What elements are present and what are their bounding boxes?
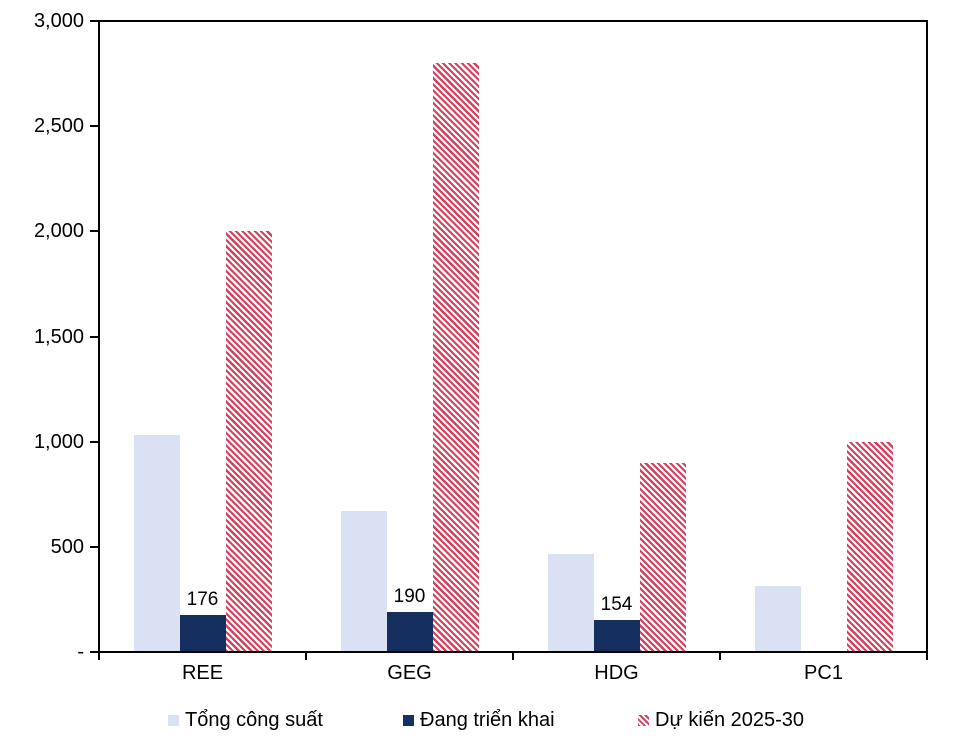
bar-REE-series1 bbox=[133, 435, 180, 652]
y-tick-label-500: 500 bbox=[50, 535, 84, 558]
y-tick-mark bbox=[90, 545, 99, 548]
bar-PC1-series3 bbox=[846, 441, 893, 652]
x-axis-label-HDG: HDG bbox=[594, 662, 639, 684]
legend-label: Tổng công suất bbox=[185, 709, 323, 731]
x-tick-mark bbox=[305, 652, 307, 660]
bar-HDG-series2 bbox=[593, 619, 640, 652]
x-axis-label-GEG: GEG bbox=[387, 662, 432, 684]
y-tick-label-1000: 1,000 bbox=[33, 430, 84, 453]
bar-GEG-series1 bbox=[340, 511, 387, 652]
x-tick-mark bbox=[512, 652, 514, 660]
x-axis-label-REE: REE bbox=[181, 662, 224, 684]
plot-area-frame bbox=[98, 20, 928, 653]
legend-entry-series1: Tổng công suất bbox=[168, 708, 323, 732]
legend-marker-square bbox=[403, 714, 414, 726]
x-tick-mark bbox=[719, 652, 721, 660]
legend-label: Dự kiến 2025-30 bbox=[655, 709, 805, 731]
legend-entry-series3: Dự kiến 2025-30 bbox=[638, 708, 804, 732]
y-tick-label-2500: 2,500 bbox=[33, 115, 84, 138]
bar-HDG-series3 bbox=[639, 462, 686, 652]
y-tick-mark bbox=[90, 651, 99, 653]
y-tick-label-1500: 1,500 bbox=[33, 325, 84, 348]
bar-value-label-GEG: 190 bbox=[393, 586, 426, 608]
legend-label: Đang triển khai bbox=[420, 709, 555, 731]
x-tick-mark bbox=[926, 652, 928, 660]
bar-HDG-series1 bbox=[547, 554, 594, 652]
bar-REE-series3 bbox=[225, 231, 272, 652]
legend-marker-square bbox=[168, 714, 179, 726]
bar-PC1-series1 bbox=[754, 585, 801, 652]
x-axis-label-PC1: PC1 bbox=[804, 662, 843, 684]
y-tick-label-2000: 2,000 bbox=[33, 220, 84, 243]
bar-value-label-REE: 176 bbox=[186, 588, 219, 610]
bar-value-label-HDG: 154 bbox=[600, 593, 633, 615]
y-tick-mark bbox=[90, 335, 99, 338]
bar-GEG-series3 bbox=[432, 63, 479, 652]
y-tick-label-3000: 3,000 bbox=[33, 10, 84, 32]
bar-GEG-series2 bbox=[386, 612, 433, 652]
y-tick-label-0: - bbox=[77, 641, 84, 663]
y-tick-mark bbox=[90, 20, 99, 22]
legend-marker-hatched-square bbox=[638, 714, 649, 726]
y-tick-mark bbox=[90, 230, 99, 233]
y-tick-mark bbox=[90, 440, 99, 443]
x-tick-mark bbox=[98, 652, 100, 660]
y-tick-mark bbox=[90, 125, 99, 128]
legend-entry-series2: Đang triển khai bbox=[403, 708, 555, 732]
bar-REE-series2 bbox=[179, 614, 226, 652]
